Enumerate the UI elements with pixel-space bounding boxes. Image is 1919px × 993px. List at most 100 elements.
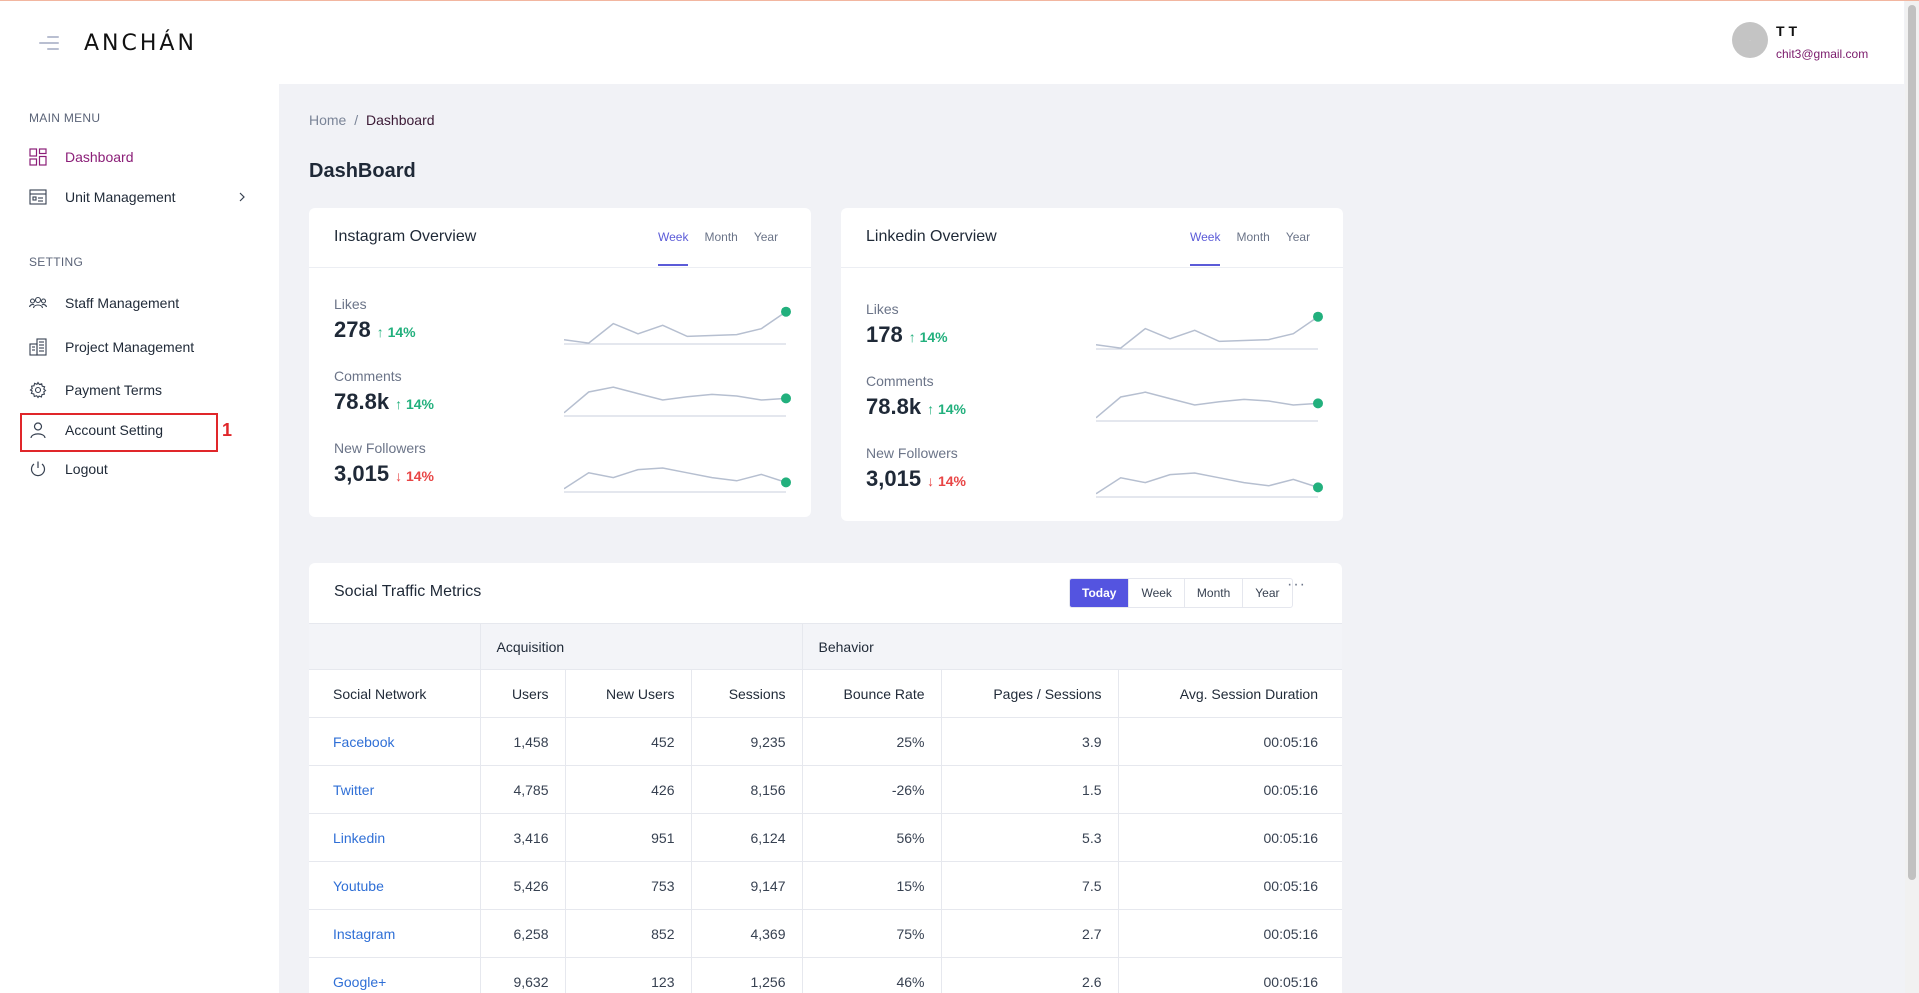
table-cell: 8,156 [690,765,803,814]
tab-month[interactable]: Month [704,230,738,244]
table-group-header: Acquisition Behavior [309,623,1342,670]
table-row: Youtube 5,426 753 9,147 15% 7.5 00:05:16 [309,861,1342,910]
comments-sparkline [1096,391,1323,422]
column-header: New Users [564,669,692,718]
table-cell: 7.5 [940,861,1119,910]
followers-sparkline [564,467,791,493]
column-header: Pages / Sessions [940,669,1119,718]
chevron-right-icon [239,192,245,202]
sidebar-item-project-management[interactable]: Project Management [29,335,194,359]
sparkline-line [1096,472,1319,495]
table-cell: 00:05:16 [1117,861,1342,910]
table-cell: 2.6 [940,957,1119,993]
sidebar-item-label: Logout [65,461,108,477]
page-scrollbar[interactable] [1905,1,1919,993]
table-cell: 9,147 [690,861,803,910]
column-header: Social Network [309,669,481,718]
sparkline-end-point [1313,398,1323,409]
table-cell: 9,235 [690,717,803,766]
column-header: Bounce Rate [801,669,942,718]
metric-label: New Followers [334,440,426,456]
period-month-button[interactable]: Month [1183,579,1242,607]
instagram-overview-card: Instagram Overview Week Month Year Likes… [309,208,811,517]
avatar[interactable]: · [1732,22,1768,58]
more-options-icon[interactable]: ··· [1287,576,1306,593]
table-cell: 1,256 [690,957,803,993]
sidebar-item-account-setting[interactable]: Account Setting [29,418,163,442]
table-cell: 56% [801,813,942,862]
card-title: Social Traffic Metrics [334,583,482,600]
table-cell: 452 [564,717,692,766]
sidebar-item-label: Payment Terms [65,382,162,398]
sparkline-line [564,386,787,414]
sidebar-item-logout[interactable]: Logout [29,457,108,481]
user-email: chit3@gmail.com [1776,47,1869,61]
annotation-highlight-box [20,413,218,452]
breadcrumb-current: Dashboard [366,112,435,128]
sparkline-line [1096,391,1319,419]
metric-label: Likes [866,301,899,317]
table-cell: 00:05:16 [1117,717,1342,766]
column-header: Sessions [690,669,803,718]
card-divider [309,267,811,268]
sidebar-item-label: Dashboard [65,149,134,165]
tab-month[interactable]: Month [1236,230,1270,244]
network-link[interactable]: Youtube [309,861,481,910]
network-link[interactable]: Twitter [309,765,481,814]
tab-year[interactable]: Year [753,230,779,244]
tab-week[interactable]: Week [1190,230,1221,266]
breadcrumb-home[interactable]: Home [309,112,347,128]
table-cell: 6,258 [479,909,566,958]
period-week-button[interactable]: Week [1128,579,1183,607]
table-cell: -26% [801,765,942,814]
table-cell: 75% [801,909,942,958]
metric-delta: ↓ 14% [927,473,966,489]
sidebar-item-dashboard[interactable]: Dashboard [29,145,134,169]
network-link[interactable]: Linkedin [309,813,481,862]
sparkline-end-point [1313,482,1323,493]
sidebar-item-staff-management[interactable]: Staff Management [29,291,179,315]
sparkline-end-point [781,306,791,317]
users-icon [29,296,47,309]
menu-toggle-icon[interactable] [39,35,59,51]
tab-year[interactable]: Year [1285,230,1311,244]
group-header-empty [309,623,481,670]
table-cell: 5,426 [479,861,566,910]
tab-week[interactable]: Week [658,230,689,266]
table-cell: 123 [564,957,692,993]
sidebar-item-label: Unit Management [65,189,176,205]
top-accent-line [0,0,1919,1]
table-cell: 3.9 [940,717,1119,766]
brand-logo[interactable]: ANCHÁN [84,31,197,56]
table-row: Google+ 9,632 123 1,256 46% 2.6 00:05:16 [309,957,1342,993]
card-title: Linkedin Overview [866,228,997,245]
sparkline-end-point [781,477,791,488]
metric-delta: ↑ 14% [927,401,966,417]
table-cell: 46% [801,957,942,993]
linkedin-period-tabs: Week Month Year [1190,230,1310,266]
table-cell: 426 [564,765,692,814]
sidebar-item-unit-management[interactable]: Unit Management [29,185,249,209]
period-year-button[interactable]: Year [1242,579,1291,607]
group-header-acquisition: Acquisition [479,623,803,670]
network-link[interactable]: Google+ [309,957,481,993]
network-link[interactable]: Instagram [309,909,481,958]
page-title: DashBoard [309,160,416,182]
gear-icon [29,381,47,399]
metric-delta: ↑ 14% [908,329,948,345]
table-cell: 4,369 [690,909,803,958]
table-cell: 4,785 [479,765,566,814]
sidebar-item-label: Account Setting [65,422,164,438]
scrollbar-thumb[interactable] [1908,5,1916,880]
table-row: Linkedin 3,416 951 6,124 56% 5.3 00:05:16 [309,813,1342,862]
table-cell: 6,124 [690,813,803,862]
comments-sparkline [564,386,791,417]
table-cell: 00:05:16 [1117,957,1342,993]
sidebar-item-payment-terms[interactable]: Payment Terms [29,378,162,402]
network-link[interactable]: Facebook [309,717,481,766]
setting-label: SETTING [29,255,84,269]
period-today-button[interactable]: Today [1070,579,1129,607]
sidebar-item-label: Staff Management [65,295,180,311]
sparkline-line [564,311,787,344]
main-menu-label: MAIN MENU [29,111,101,125]
